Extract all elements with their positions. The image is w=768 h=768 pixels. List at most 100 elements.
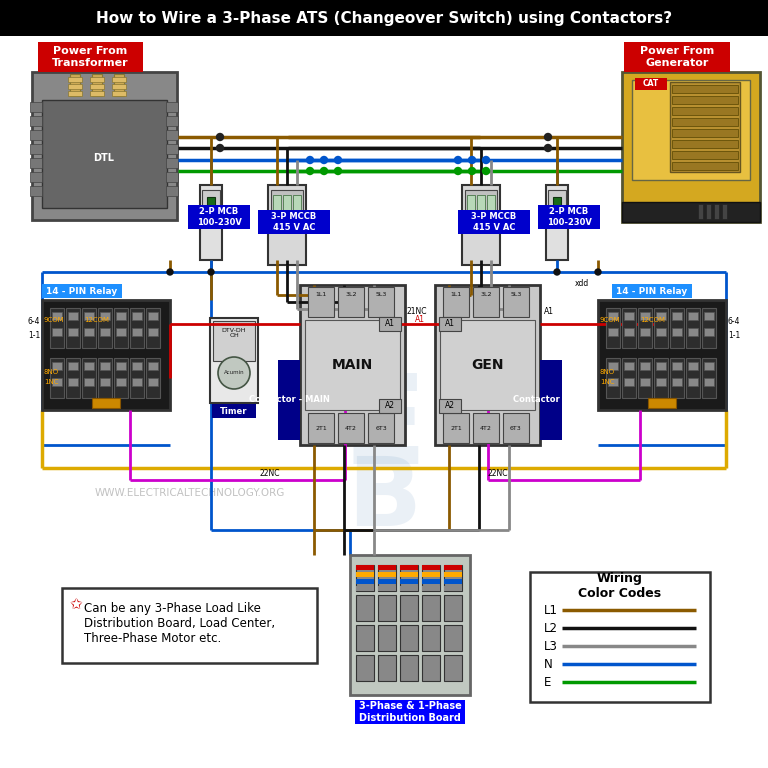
Bar xyxy=(38,42,143,72)
Bar xyxy=(440,320,535,410)
Bar xyxy=(648,398,676,408)
Bar xyxy=(166,116,178,126)
Circle shape xyxy=(167,269,173,275)
Bar xyxy=(130,358,144,398)
Bar xyxy=(378,565,396,591)
Bar xyxy=(338,287,364,317)
Text: 3-Phase & 1-Phase
Distribution Board: 3-Phase & 1-Phase Distribution Board xyxy=(359,701,462,723)
Text: 21NC: 21NC xyxy=(407,306,427,316)
Bar xyxy=(704,328,714,336)
Text: WWW.ELECTRICALTECHNOLOGY.ORG: WWW.ELECTRICALTECHNOLOGY.ORG xyxy=(95,488,286,498)
Text: 14 - PIN Relay: 14 - PIN Relay xyxy=(46,286,118,296)
Bar xyxy=(443,413,469,443)
Bar xyxy=(622,308,636,348)
Bar xyxy=(538,205,600,229)
Text: 6-4: 6-4 xyxy=(28,317,40,326)
Text: E: E xyxy=(544,676,551,688)
Text: 8NO: 8NO xyxy=(600,369,615,375)
Bar xyxy=(30,102,42,112)
Bar xyxy=(188,205,250,229)
Bar xyxy=(379,317,401,331)
Bar xyxy=(672,85,738,93)
Bar xyxy=(308,413,334,443)
Bar xyxy=(670,358,684,398)
Bar xyxy=(608,378,618,386)
Text: 6-4: 6-4 xyxy=(728,317,740,326)
Bar xyxy=(84,378,94,386)
Bar xyxy=(166,144,178,154)
Bar xyxy=(283,195,291,219)
Bar xyxy=(444,595,462,621)
Bar xyxy=(698,204,703,219)
Bar xyxy=(640,362,650,370)
Bar xyxy=(338,413,364,443)
Bar xyxy=(210,318,258,403)
Bar xyxy=(400,565,418,570)
Bar xyxy=(200,185,222,260)
Text: 1: 1 xyxy=(213,406,217,412)
Bar xyxy=(207,197,215,213)
Bar xyxy=(350,555,470,695)
Text: E: E xyxy=(341,369,427,491)
Bar xyxy=(300,285,405,445)
Bar xyxy=(368,413,394,443)
Bar xyxy=(42,100,167,208)
Bar xyxy=(66,308,80,348)
Text: Timer: Timer xyxy=(220,406,248,415)
Text: Contactor - MAIN: Contactor - MAIN xyxy=(249,396,329,405)
Bar xyxy=(722,204,727,219)
Bar xyxy=(100,378,110,386)
Bar xyxy=(462,185,500,265)
Text: 1-1: 1-1 xyxy=(728,330,740,339)
Bar xyxy=(308,287,334,317)
Bar xyxy=(654,308,668,348)
Bar xyxy=(92,74,102,96)
Bar xyxy=(114,308,128,348)
Bar xyxy=(42,300,170,410)
Bar xyxy=(714,204,719,219)
Text: 14 - PIN Relay: 14 - PIN Relay xyxy=(617,286,687,296)
Circle shape xyxy=(335,167,342,174)
Bar xyxy=(116,328,126,336)
Bar xyxy=(672,312,682,320)
Bar xyxy=(706,204,711,219)
Bar xyxy=(672,328,682,336)
Bar xyxy=(166,172,178,182)
Text: 6T3: 6T3 xyxy=(375,425,387,431)
Bar xyxy=(422,595,440,621)
Bar xyxy=(656,312,666,320)
Text: 2T1: 2T1 xyxy=(450,425,462,431)
Bar xyxy=(379,399,401,413)
Bar xyxy=(368,287,394,317)
Bar xyxy=(672,107,738,115)
Bar xyxy=(487,195,495,219)
Bar xyxy=(114,74,124,96)
Circle shape xyxy=(217,144,223,151)
Text: A2: A2 xyxy=(445,402,455,411)
Bar xyxy=(116,362,126,370)
Bar xyxy=(30,172,42,182)
Bar xyxy=(166,158,178,168)
Bar xyxy=(672,378,682,386)
Circle shape xyxy=(468,167,475,174)
Bar xyxy=(439,399,461,413)
Bar xyxy=(606,358,620,398)
Bar xyxy=(656,328,666,336)
Text: 6T3: 6T3 xyxy=(510,425,522,431)
Bar xyxy=(82,308,96,348)
Bar xyxy=(112,84,126,89)
Bar xyxy=(68,77,82,82)
Text: CAT: CAT xyxy=(643,80,659,88)
Text: A1: A1 xyxy=(445,319,455,329)
Bar xyxy=(638,358,652,398)
Bar xyxy=(400,565,418,591)
Text: DTL: DTL xyxy=(94,153,114,163)
Bar xyxy=(608,328,618,336)
Bar xyxy=(444,572,462,577)
Bar xyxy=(378,565,396,570)
Text: 1-1: 1-1 xyxy=(28,330,40,339)
Bar xyxy=(422,565,440,570)
Bar xyxy=(82,358,96,398)
Bar xyxy=(503,413,529,443)
Bar xyxy=(686,308,700,348)
